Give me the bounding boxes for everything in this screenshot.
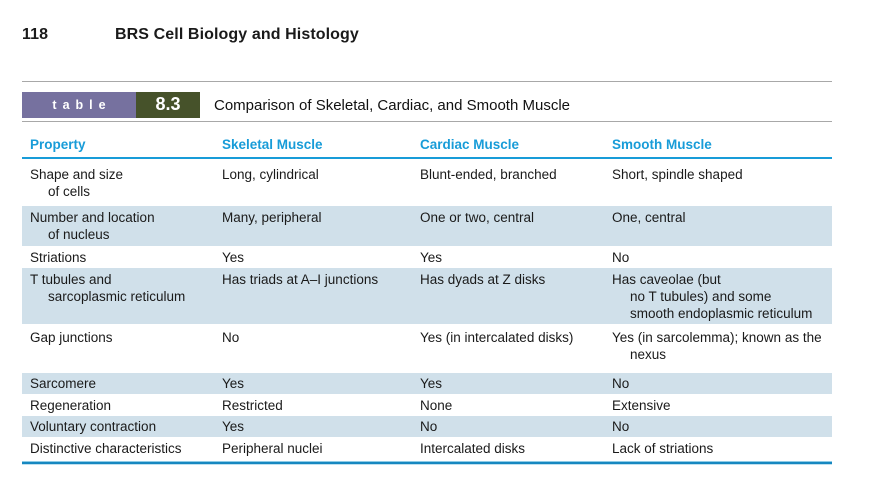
cell-skeletal: Yes [222, 250, 245, 265]
cell-property: Sarcomere [30, 376, 97, 391]
cell-cardiac: One or two, central [420, 210, 535, 225]
table-header-row: Property Skeletal Muscle Cardiac Muscle … [22, 134, 832, 159]
table-row-nucleus: Number and location of nucleus Many, per… [22, 206, 832, 246]
cell-cardiac: Intercalated disks [420, 441, 526, 456]
table-row-distinctive: Distinctive characteristics Peripheral n… [22, 437, 832, 459]
cell-smooth: One, central [612, 210, 686, 225]
table-row-voluntary-contraction: Voluntary contraction Yes No No [22, 416, 832, 437]
table-badge-number: 8.3 [136, 92, 200, 118]
cell-skeletal: Many, peripheral [222, 210, 322, 225]
table-badge-label: table [22, 92, 136, 118]
comparison-table: Property Skeletal Muscle Cardiac Muscle … [22, 134, 832, 465]
table-title: Comparison of Skeletal, Cardiac, and Smo… [214, 96, 571, 114]
cell-cardiac: No [420, 419, 438, 434]
cell-skeletal: Has triads at A–I junctions [222, 272, 379, 287]
cell-property: T tubules and sarcoplasmic reticulum [30, 272, 186, 304]
column-header-property: Property [30, 137, 86, 152]
column-header-skeletal: Skeletal Muscle [222, 137, 323, 152]
cell-property: Distinctive characteristics [30, 441, 182, 456]
cell-property: Regeneration [30, 398, 112, 413]
cell-smooth: Short, spindle shaped [612, 167, 743, 182]
table-caption: table 8.3 Comparison of Skeletal, Cardia… [22, 92, 832, 118]
cell-cardiac: Yes (in intercalated disks) [420, 330, 574, 345]
cell-cardiac: Yes [420, 250, 443, 265]
cell-skeletal: Restricted [222, 398, 283, 413]
cell-smooth: No [612, 376, 630, 391]
cell-skeletal: Peripheral nuclei [222, 441, 323, 456]
cell-skeletal: Long, cylindrical [222, 167, 319, 182]
column-header-smooth: Smooth Muscle [612, 137, 712, 152]
cell-property: Striations [30, 250, 87, 265]
running-head: 118 BRS Cell Biology and Histology [22, 26, 832, 44]
cell-skeletal: Yes [222, 376, 245, 391]
table-row-shape: Shape and size of cells Long, cylindrica… [22, 159, 832, 206]
cell-skeletal: Yes [222, 419, 245, 434]
page-content: 118 BRS Cell Biology and Histology table… [22, 0, 832, 465]
cell-smooth: No [612, 250, 630, 265]
table-row-t-tubules: T tubules and sarcoplasmic reticulum Has… [22, 268, 832, 324]
cell-smooth: No [612, 419, 630, 434]
divider-top [22, 81, 832, 82]
cell-smooth: Extensive [612, 398, 671, 413]
cell-cardiac: Yes [420, 376, 443, 391]
cell-smooth: Has caveolae (but no T tubules) and some… [612, 272, 813, 321]
divider-caption [22, 121, 832, 122]
book-title: BRS Cell Biology and Histology [115, 26, 359, 43]
cell-skeletal: No [222, 330, 240, 345]
column-header-cardiac: Cardiac Muscle [420, 137, 520, 152]
table-bottom-rule [22, 461, 832, 465]
table-row-gap-junctions: Gap junctions No Yes (in intercalated di… [22, 324, 832, 366]
table-row-striations: Striations Yes Yes No [22, 246, 832, 268]
cell-cardiac: Blunt-ended, branched [420, 167, 557, 182]
cell-cardiac: None [420, 398, 453, 413]
cell-smooth: Lack of striations [612, 441, 714, 456]
cell-smooth: Yes (in sarcolemma); known as the nexus [612, 330, 822, 362]
cell-cardiac: Has dyads at Z disks [420, 272, 546, 287]
cell-property: Voluntary contraction [30, 419, 157, 434]
table-row-regeneration: Regeneration Restricted None Extensive [22, 394, 832, 416]
table-row-sarcomere: Sarcomere Yes Yes No [22, 373, 832, 394]
page-number: 118 [22, 26, 49, 43]
cell-property: Number and location of nucleus [30, 210, 155, 242]
cell-property: Shape and size of cells [30, 167, 124, 199]
cell-property: Gap junctions [30, 330, 113, 345]
